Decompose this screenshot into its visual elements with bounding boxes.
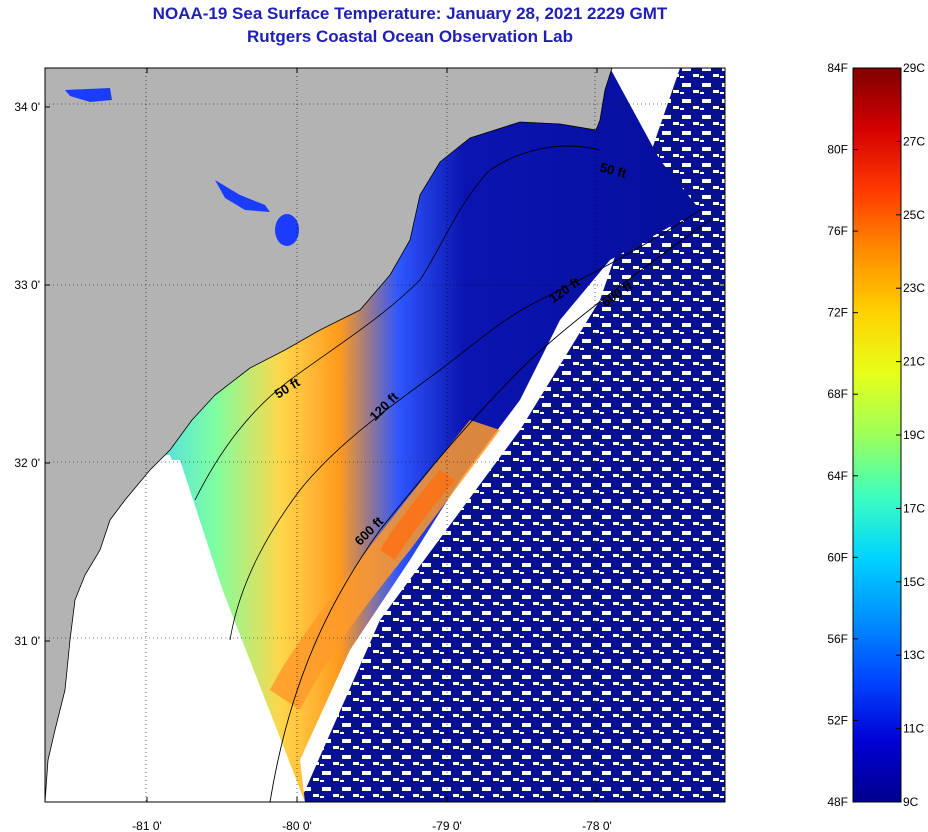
colorbar-c-label: 13C [903,648,925,662]
warm-core-hot [380,470,455,560]
colorbar-c-label: 17C [903,501,925,515]
contour-label: 50 ft [598,160,628,182]
colorbar-c-label: 27C [903,134,925,148]
lon-tick-label: -78 0' [582,819,612,832]
axis-ticks: 34 0' 33 0' 32 0' 31 0' -81 0' -80 0' -79 0' -7… [14,68,725,832]
colorbar-c-label: 23C [903,281,925,295]
colorbar [852,67,902,803]
colorbar-f-label: 72F [827,306,848,320]
colorbar-labels: 84F 80F 76F 72F 68F 64F 60F 56F 52F 48F 29C 27C 25C 2… [827,61,925,809]
map-title: NOAA-19 Sea Surface Temperature: January… [152,4,668,23]
colorbar-c-label: 15C [903,575,925,589]
colorbar-c-label: 19C [903,428,925,442]
lon-tick-label: -80 0' [282,819,312,832]
colorbar-c-label: 21C [903,355,925,369]
inland-lake [65,88,112,102]
colorbar-f-label: 64F [827,469,848,483]
contour-120ft [229,209,701,641]
out-of-swath [45,455,305,802]
lat-tick-label: 34 0' [14,100,40,114]
contour-600ft [269,219,711,802]
lon-tick-label: -81 0' [132,819,162,832]
lat-tick-label: 33 0' [14,278,40,292]
lake-moultrie [215,180,270,212]
plot-frame [44,67,726,803]
colorbar-c-label: 25C [903,208,925,222]
colorbar-c-label: 29C [903,61,925,75]
lake-marion [275,214,299,246]
colorbar-f-label: 68F [827,387,848,401]
lon-tick-label: -79 0' [432,819,462,832]
contour-50ft [194,145,601,501]
colorbar-f-label: 48F [827,795,848,809]
colorbar-f-label: 60F [827,550,848,564]
colorbar-f-label: 80F [827,143,848,157]
colorbar-f-label: 84F [827,61,848,75]
colorbar-f-label: 56F [827,632,848,646]
map-subtitle: Rutgers Coastal Ocean Observation Lab [247,27,573,46]
graticule [45,68,725,802]
lat-tick-label: 31 0' [14,634,40,648]
land [45,68,613,802]
colorbar-f-label: 52F [827,713,848,727]
colorbar-c-label: 11C [903,722,924,736]
lat-tick-label: 32 0' [14,456,40,470]
colorbar-f-label: 76F [827,224,848,238]
colorbar-c-label: 9C [903,795,919,809]
